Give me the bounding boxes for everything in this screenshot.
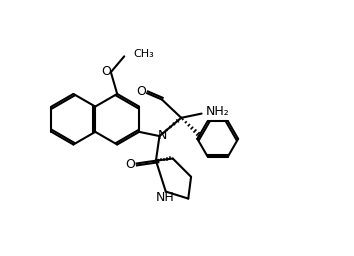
Text: O: O — [101, 65, 111, 78]
Text: CH₃: CH₃ — [133, 49, 154, 59]
Text: O: O — [136, 85, 146, 98]
Text: NH: NH — [156, 191, 175, 204]
Text: NH₂: NH₂ — [206, 105, 230, 118]
Text: O: O — [125, 158, 135, 171]
Text: N: N — [158, 129, 167, 142]
